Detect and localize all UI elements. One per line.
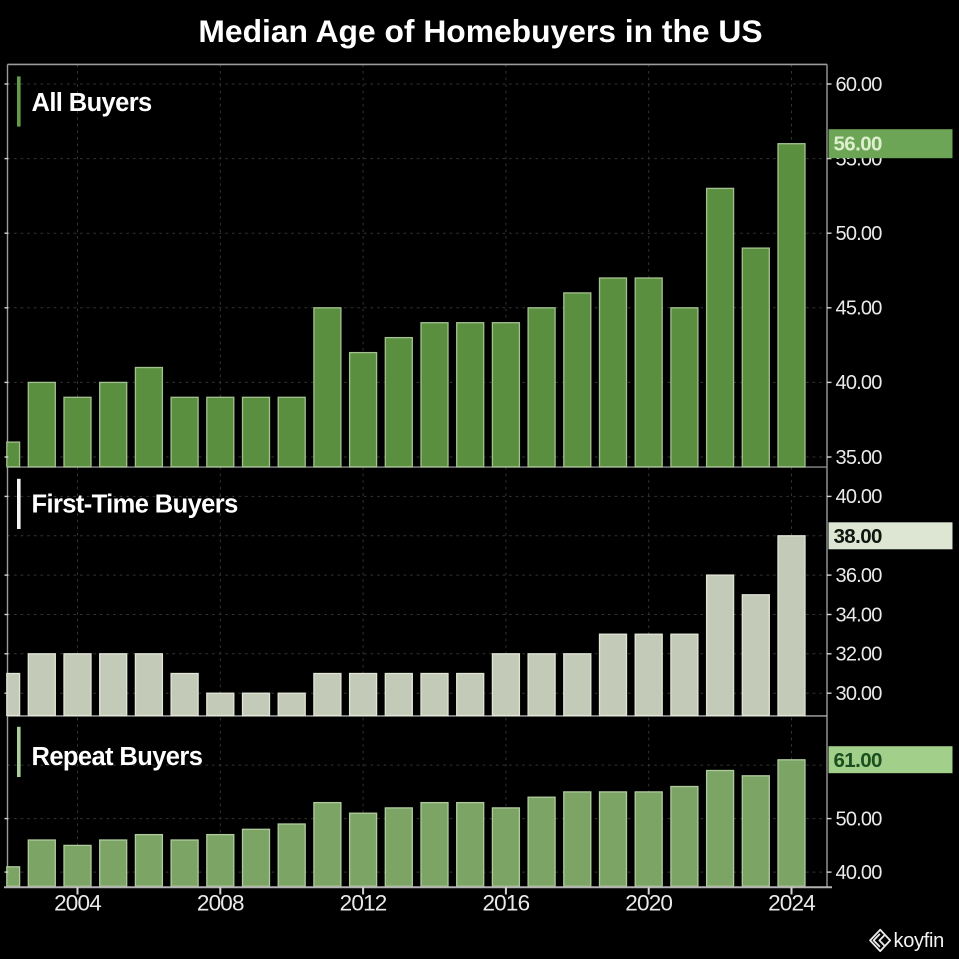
svg-text:32.00: 32.00 [836,644,883,666]
svg-text:60.00: 60.00 [836,74,883,96]
svg-text:38.00: 38.00 [834,525,882,548]
svg-text:36.00: 36.00 [836,565,883,587]
svg-text:2016: 2016 [482,891,529,916]
svg-text:45.00: 45.00 [836,298,883,320]
svg-text:koyfin: koyfin [894,930,944,952]
svg-text:All Buyers: All Buyers [32,89,153,117]
svg-text:Median Age of Homebuyers in th: Median Age of Homebuyers in the US [198,13,762,49]
svg-text:2008: 2008 [197,891,244,916]
svg-text:34.00: 34.00 [836,604,883,626]
svg-text:50.00: 50.00 [836,808,883,830]
svg-text:2012: 2012 [340,891,387,916]
svg-text:40.00: 40.00 [836,486,883,508]
svg-text:56.00: 56.00 [834,133,882,156]
svg-text:61.00: 61.00 [834,749,882,772]
svg-text:40.00: 40.00 [836,372,883,394]
svg-text:40.00: 40.00 [836,862,883,884]
svg-text:50.00: 50.00 [836,223,883,245]
svg-text:2004: 2004 [54,891,101,916]
svg-text:35.00: 35.00 [836,447,883,469]
svg-text:First-Time Buyers: First-Time Buyers [32,491,239,519]
svg-text:2020: 2020 [625,891,672,916]
svg-text:2024: 2024 [768,891,815,916]
svg-text:30.00: 30.00 [836,683,883,705]
svg-text:Repeat Buyers: Repeat Buyers [32,743,203,771]
